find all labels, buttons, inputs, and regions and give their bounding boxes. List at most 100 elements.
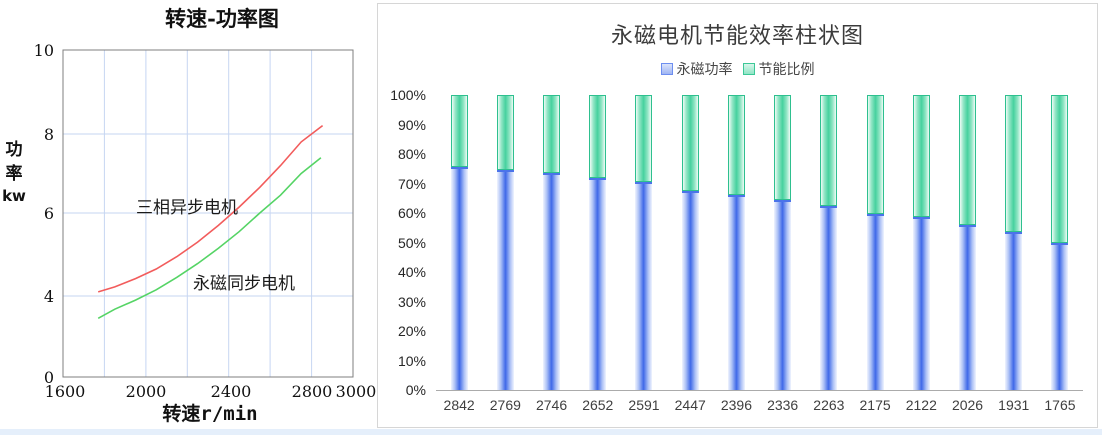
svg-text:2800: 2800: [292, 382, 333, 401]
svg-text:3000: 3000: [336, 382, 377, 401]
bar-segment-saving-ratio: [450, 95, 468, 168]
bar-category-label: 1765: [1044, 397, 1076, 413]
curve-永磁同步电机: [97, 157, 322, 320]
bar-segment-pm-power: [727, 195, 745, 390]
y-tick-label: 0%: [405, 382, 426, 398]
bar-segment-pm-power: [820, 205, 838, 390]
footer-strip: [0, 429, 1102, 435]
curves-layer: [97, 124, 324, 320]
svg-text:2400: 2400: [211, 382, 252, 401]
bar-segment-saving-ratio: [635, 95, 653, 183]
bar-category-label: 2122: [905, 397, 937, 413]
bar-stack: [681, 95, 699, 390]
bar-group: 2336: [760, 95, 806, 413]
right-chart-title: 永磁电机节能效率柱状图: [610, 23, 864, 48]
svg-text:1600: 1600: [45, 382, 86, 401]
bar-stack: [866, 95, 884, 390]
y-tick-label: 40%: [397, 264, 426, 280]
bar-segment-saving-ratio: [1005, 95, 1023, 233]
legend-label-saving-ratio: 节能比例: [758, 61, 815, 77]
svg-text:功: 功: [6, 140, 23, 160]
bar-group: 2026: [944, 95, 990, 413]
legend-item-pm-power[interactable]: 永磁功率: [660, 59, 733, 79]
bar-group: 2746: [528, 95, 574, 413]
series-label-pm-motor: 永磁同步电机: [193, 274, 295, 294]
y-tick-label: 80%: [397, 146, 426, 162]
bar-segment-saving-ratio: [681, 95, 699, 191]
bar-stack: [635, 95, 653, 390]
y-tick-label: 90%: [397, 116, 426, 133]
bar-segment-saving-ratio: [1051, 95, 1069, 243]
right-y-axis: 100% 90% 80% 70% 60% 50% 40% 30% 20% 10% 0%: [380, 86, 426, 399]
bar-category-label: 2396: [720, 397, 752, 413]
bar-segment-pm-power: [635, 182, 653, 390]
bar-category-label: 2175: [859, 397, 891, 413]
legend-swatch-blue-icon: [660, 63, 673, 75]
bar-group: 2591: [621, 95, 667, 413]
bar-stack: [543, 95, 561, 390]
bar-category-label: 2769: [489, 397, 521, 413]
y-tick-label: 60%: [397, 205, 426, 221]
y-tick-labels: 10 8 6 4 0: [34, 41, 54, 387]
bar-segment-pm-power: [589, 177, 607, 390]
y-tick-label: 20%: [397, 323, 426, 339]
svg-text:2000: 2000: [126, 382, 167, 401]
bar-category-label: 2591: [628, 397, 660, 413]
efficiency-bar-chart-card: 永磁电机节能效率柱状图 永磁功率 节能比例 100% 90% 80% 70% 60% 50…: [377, 3, 1098, 428]
bar-segment-saving-ratio: [912, 95, 930, 218]
bar-segment-pm-power: [681, 190, 699, 390]
svg-text:10: 10: [34, 41, 54, 60]
bar-segment-saving-ratio: [543, 95, 561, 174]
bar-group: 2122: [898, 95, 944, 413]
bar-segment-pm-power: [959, 224, 977, 390]
y-tick-label: 50%: [397, 234, 426, 251]
x-tick-labels: 1600 2000 2400 2800 3000: [45, 382, 377, 401]
bar-stack: [1005, 95, 1023, 390]
bar-group: 2175: [852, 95, 898, 413]
y-axis-title: 功 率 kw: [2, 140, 26, 205]
svg-text:kw: kw: [2, 187, 26, 205]
bar-group: 1931: [991, 95, 1037, 413]
bar-group: 2447: [667, 95, 713, 413]
bar-category-label: 2336: [767, 397, 799, 413]
plot-border: [62, 49, 354, 378]
bar-stack: [727, 95, 745, 390]
bar-category-label: 1931: [998, 397, 1030, 413]
bar-group: 2842: [436, 95, 482, 413]
bar-segment-saving-ratio: [727, 95, 745, 196]
bar-segment-pm-power: [496, 170, 514, 390]
y-tick-label: 70%: [397, 175, 426, 192]
bar-segment-pm-power: [1005, 232, 1023, 390]
bar-segment-saving-ratio: [866, 95, 884, 215]
bar-group: 2769: [482, 95, 528, 413]
legend: 永磁功率 节能比例: [378, 59, 1097, 79]
bar-stack: [820, 95, 838, 390]
legend-item-saving-ratio[interactable]: 节能比例: [742, 59, 815, 79]
bar-stack: [774, 95, 792, 390]
bar-plot-area: 100% 90% 80% 70% 60% 50% 40% 30% 20% 10% 0% 2842 27…: [390, 87, 1083, 413]
bars-area: 2842 2769 2746 2652 2591 2447 2396 2336 2263 2175…: [436, 95, 1083, 413]
legend-swatch-green-icon: [742, 63, 755, 75]
svg-text:4: 4: [44, 287, 54, 306]
bar-segment-pm-power: [1051, 242, 1069, 390]
bar-stack: [912, 95, 930, 390]
bar-segment-pm-power: [866, 214, 884, 390]
bar-stack: [1051, 95, 1069, 390]
svg-text:8: 8: [44, 125, 54, 144]
bar-category-label: 2263: [813, 397, 845, 413]
bar-segment-saving-ratio: [959, 95, 977, 225]
bar-segment-pm-power: [543, 173, 561, 390]
bar-stack: [450, 95, 468, 390]
bar-category-label: 2746: [535, 397, 568, 413]
bar-category-label: 2447: [674, 397, 706, 413]
svg-text:0: 0: [44, 368, 54, 387]
bar-segment-pm-power: [774, 199, 792, 390]
bar-segment-saving-ratio: [496, 95, 514, 171]
bar-segment-saving-ratio: [820, 95, 838, 206]
bar-segment-saving-ratio: [774, 95, 792, 200]
bar-group: 2396: [713, 95, 759, 413]
bar-group: 1765: [1037, 95, 1083, 413]
bar-category-label: 2652: [582, 397, 614, 413]
y-tick-label: 10%: [397, 352, 426, 369]
